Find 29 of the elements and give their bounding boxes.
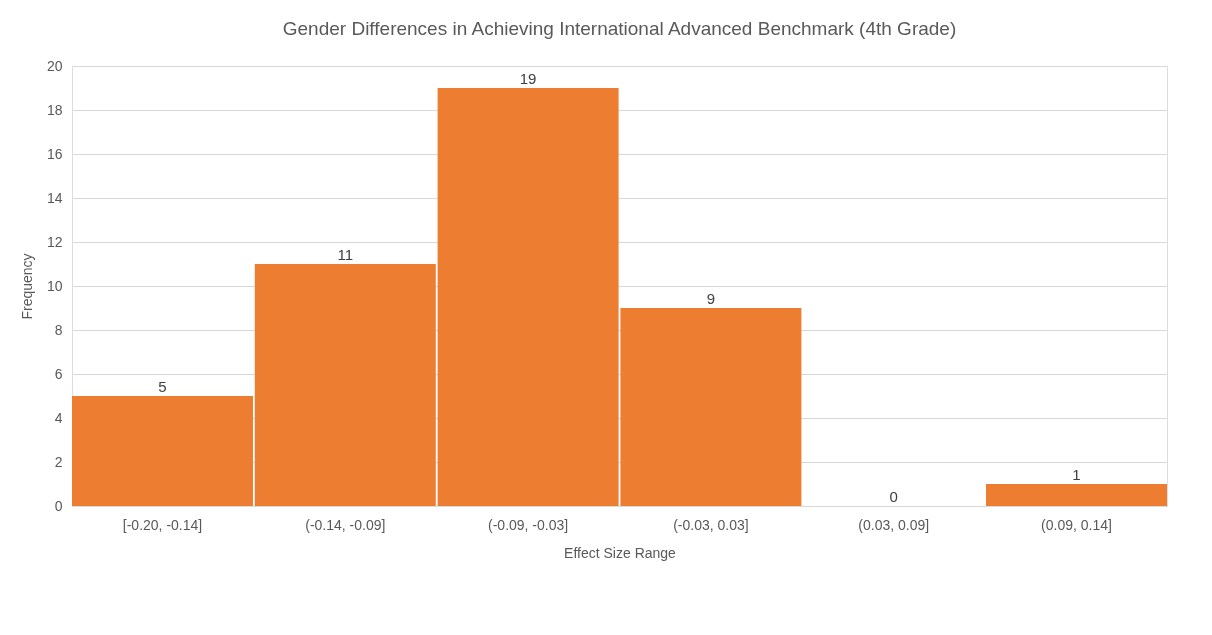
x-tick-label: (-0.14, -0.09] (305, 516, 386, 533)
data-label: 5 (158, 378, 167, 395)
x-tick-label: (0.03, 0.09] (858, 516, 930, 533)
bar (254, 264, 436, 506)
y-tick-label: 20 (46, 57, 63, 74)
x-tick-label: (0.09, 0.14] (1041, 516, 1112, 533)
y-axis-title: Frequency (18, 253, 35, 320)
y-tick-label: 12 (46, 233, 63, 250)
y-tick-label: 14 (46, 189, 63, 206)
data-label: 9 (706, 290, 716, 307)
y-tick-label: 6 (54, 365, 63, 382)
data-label: 11 (337, 246, 354, 263)
y-tick-label: 4 (54, 409, 63, 426)
y-tick-label: 18 (46, 101, 63, 118)
y-tick-label: 10 (46, 277, 63, 294)
y-tick-label: 0 (54, 497, 63, 514)
data-label: 19 (519, 70, 537, 87)
bar (986, 484, 1167, 506)
y-tick-label: 2 (54, 453, 63, 470)
data-label: 0 (889, 488, 898, 505)
x-axis-title: Effect Size Range (564, 544, 677, 561)
y-tick-label: 16 (46, 145, 63, 162)
y-tick-label: 8 (54, 321, 63, 338)
chart-title: Gender Differences in Achieving International Advanced Benchmark (4th Grade) (282, 18, 957, 39)
x-tick-label: (-0.09, -0.03] (488, 516, 569, 533)
x-tick-label: (-0.03, 0.03] (673, 516, 749, 533)
x-tick-label: [-0.20, -0.14] (122, 516, 203, 533)
data-label: 1 (1072, 466, 1081, 483)
bar (72, 396, 253, 506)
